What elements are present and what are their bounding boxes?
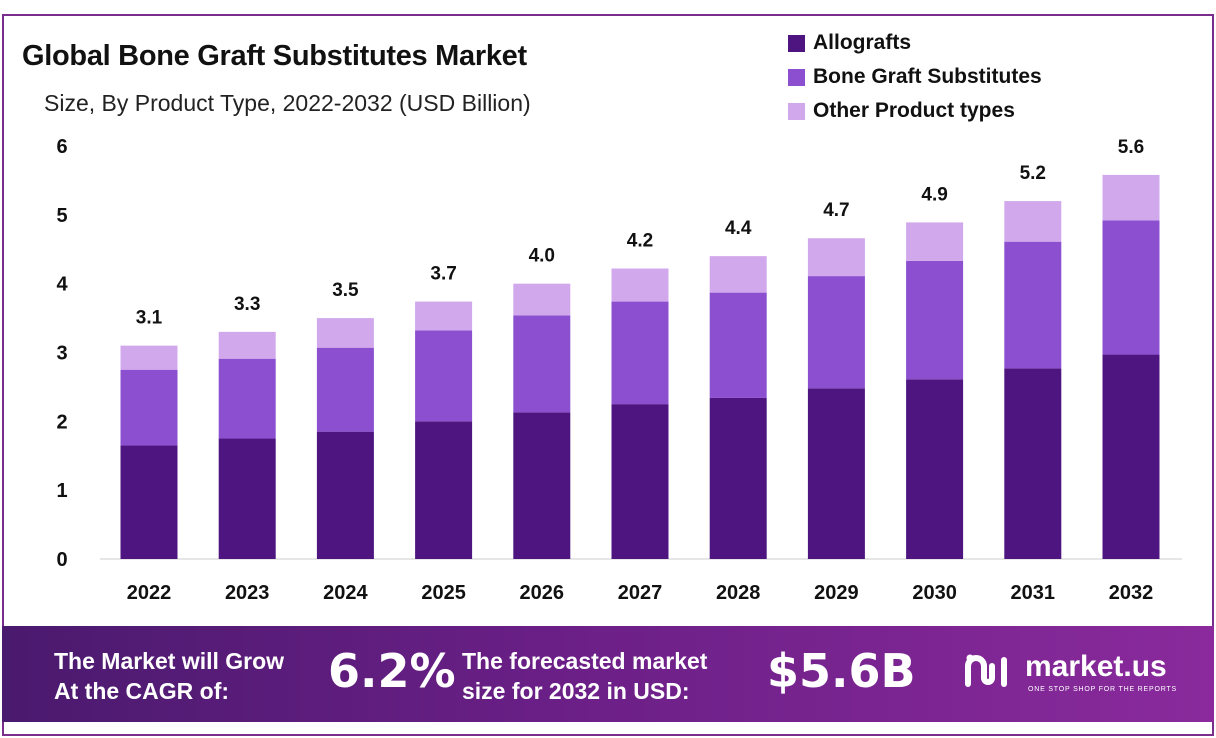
bar-total-label: 3.7: [430, 264, 456, 285]
bar-segment-allografts-2025: [415, 421, 473, 559]
bar-segment-allografts-2026: [513, 412, 571, 559]
forecast-label-line1: The forecasted market: [462, 648, 708, 674]
bar-segment-bone-graft-substitutes-2026: [513, 315, 571, 413]
y-tick-label: 6: [56, 136, 67, 158]
x-tick-label: 2032: [1109, 582, 1154, 604]
forecast-value: $5.6B: [767, 644, 916, 698]
bar-segment-bone-graft-substitutes-2029: [807, 276, 865, 389]
bar-segment-bone-graft-substitutes-2028: [709, 292, 767, 398]
bar-segment-allografts-2030: [906, 379, 964, 559]
legend-item-bone-graft-substitutes: Bone Graft Substitutes: [788, 60, 1042, 94]
y-tick-label: 4: [56, 274, 68, 296]
legend-label-other-product-types: Other Product types: [813, 99, 1015, 122]
bar-segment-other-product-types-2026: [513, 283, 571, 316]
x-tick-label: 2023: [225, 582, 270, 604]
legend-swatch-bone-graft-substitutes: [788, 68, 805, 86]
market-us-logo-icon: [965, 654, 1007, 687]
legend-item-allografts: Allografts: [788, 26, 1042, 60]
x-tick-label: 2029: [814, 582, 859, 604]
bar-segment-other-product-types-2030: [906, 222, 964, 261]
bar-total-label: 4.7: [823, 200, 849, 221]
bar-segment-allografts-2023: [218, 438, 276, 559]
bar-total-label: 3.3: [234, 294, 260, 315]
x-tick-label: 2031: [1011, 582, 1056, 604]
bar-segment-bone-graft-substitutes-2024: [316, 347, 374, 432]
bar-chart: 0 1 2 3 4 5 6 3.1 2022 3.3 2023 3.5 2024 3.7 2025 4.0 20…: [56, 136, 1182, 604]
cagr-label-line1: The Market will Grow: [54, 648, 285, 674]
bar-total-label: 4.4: [725, 218, 752, 239]
bar-total-label: 3.5: [332, 280, 359, 301]
bar-segment-other-product-types-2031: [1004, 201, 1062, 242]
bar-segment-bone-graft-substitutes-2025: [415, 330, 473, 422]
bar-total-label: 4.0: [529, 246, 555, 267]
bar-segment-allografts-2027: [611, 404, 669, 559]
bar-segment-allografts-2024: [316, 431, 374, 559]
cagr-label: The Market will Grow At the CAGR of:: [54, 646, 284, 706]
bar-total-label: 4.2: [627, 231, 653, 252]
legend-label-allografts: Allografts: [813, 31, 912, 54]
bar-total-label: 3.1: [136, 308, 163, 329]
x-tick-label: 2028: [716, 582, 761, 604]
y-tick-label: 1: [56, 480, 67, 502]
forecast-label-line2: size for 2032 in USD:: [462, 678, 690, 704]
chart-subtitle: Size, By Product Type, 2022-2032 (USD Bi…: [44, 90, 531, 116]
x-tick-label: 2030: [912, 582, 957, 604]
cagr-label-line2: At the CAGR of:: [54, 678, 230, 704]
chart-title: Global Bone Graft Substitutes Market: [22, 40, 527, 72]
legend-item-other-product-types: Other Product types: [788, 94, 1042, 128]
bar-total-label: 5.6: [1118, 137, 1144, 158]
bar-segment-bone-graft-substitutes-2023: [218, 358, 276, 439]
bar-segment-other-product-types-2023: [218, 331, 276, 359]
brand-tagline: ONE STOP SHOP FOR THE REPORTS: [1028, 686, 1177, 693]
legend-label-bone-graft-substitutes: Bone Graft Substitutes: [813, 65, 1042, 88]
bar-total-label: 5.2: [1020, 163, 1046, 184]
x-tick-label: 2025: [421, 582, 466, 604]
bar-segment-other-product-types-2028: [709, 256, 767, 293]
bar-segment-bone-graft-substitutes-2031: [1004, 241, 1062, 369]
footer-banner: The Market will Grow At the CAGR of: 6.2…: [2, 626, 1214, 722]
brand-name: market.us: [1025, 650, 1167, 683]
bar-segment-bone-graft-substitutes-2022: [120, 369, 178, 446]
bar-total-label: 4.9: [921, 184, 947, 205]
cagr-value: 6.2%: [328, 644, 456, 698]
bar-segment-allografts-2028: [709, 397, 767, 559]
bar-segment-other-product-types-2022: [120, 345, 178, 370]
bar-segment-allografts-2029: [807, 388, 865, 559]
bar-segment-other-product-types-2027: [611, 268, 669, 302]
y-tick-label: 3: [56, 343, 67, 365]
x-tick-label: 2022: [127, 582, 172, 604]
chart-legend: Allografts Bone Graft Substitutes Other …: [788, 26, 1042, 128]
x-tick-label: 2024: [323, 582, 368, 604]
bar-segment-allografts-2032: [1102, 354, 1160, 559]
bar-segment-bone-graft-substitutes-2027: [611, 301, 669, 405]
bar-segment-bone-graft-substitutes-2030: [906, 260, 964, 380]
bar-segment-allografts-2022: [120, 445, 178, 559]
bar-segment-bone-graft-substitutes-2032: [1102, 220, 1160, 355]
x-tick-label: 2027: [618, 582, 663, 604]
bar-segment-other-product-types-2029: [807, 238, 865, 277]
y-tick-label: 5: [56, 205, 67, 227]
x-tick-label: 2026: [520, 582, 565, 604]
bar-segment-other-product-types-2024: [316, 318, 374, 348]
bar-segment-allografts-2031: [1004, 368, 1062, 559]
y-tick-label: 2: [56, 411, 67, 433]
legend-swatch-allografts: [788, 34, 805, 52]
bar-segment-other-product-types-2025: [415, 301, 473, 331]
legend-swatch-other-product-types: [788, 102, 805, 120]
y-tick-label: 0: [56, 549, 67, 571]
forecast-label: The forecasted market size for 2032 in U…: [462, 646, 707, 706]
bar-segment-other-product-types-2032: [1102, 174, 1160, 221]
